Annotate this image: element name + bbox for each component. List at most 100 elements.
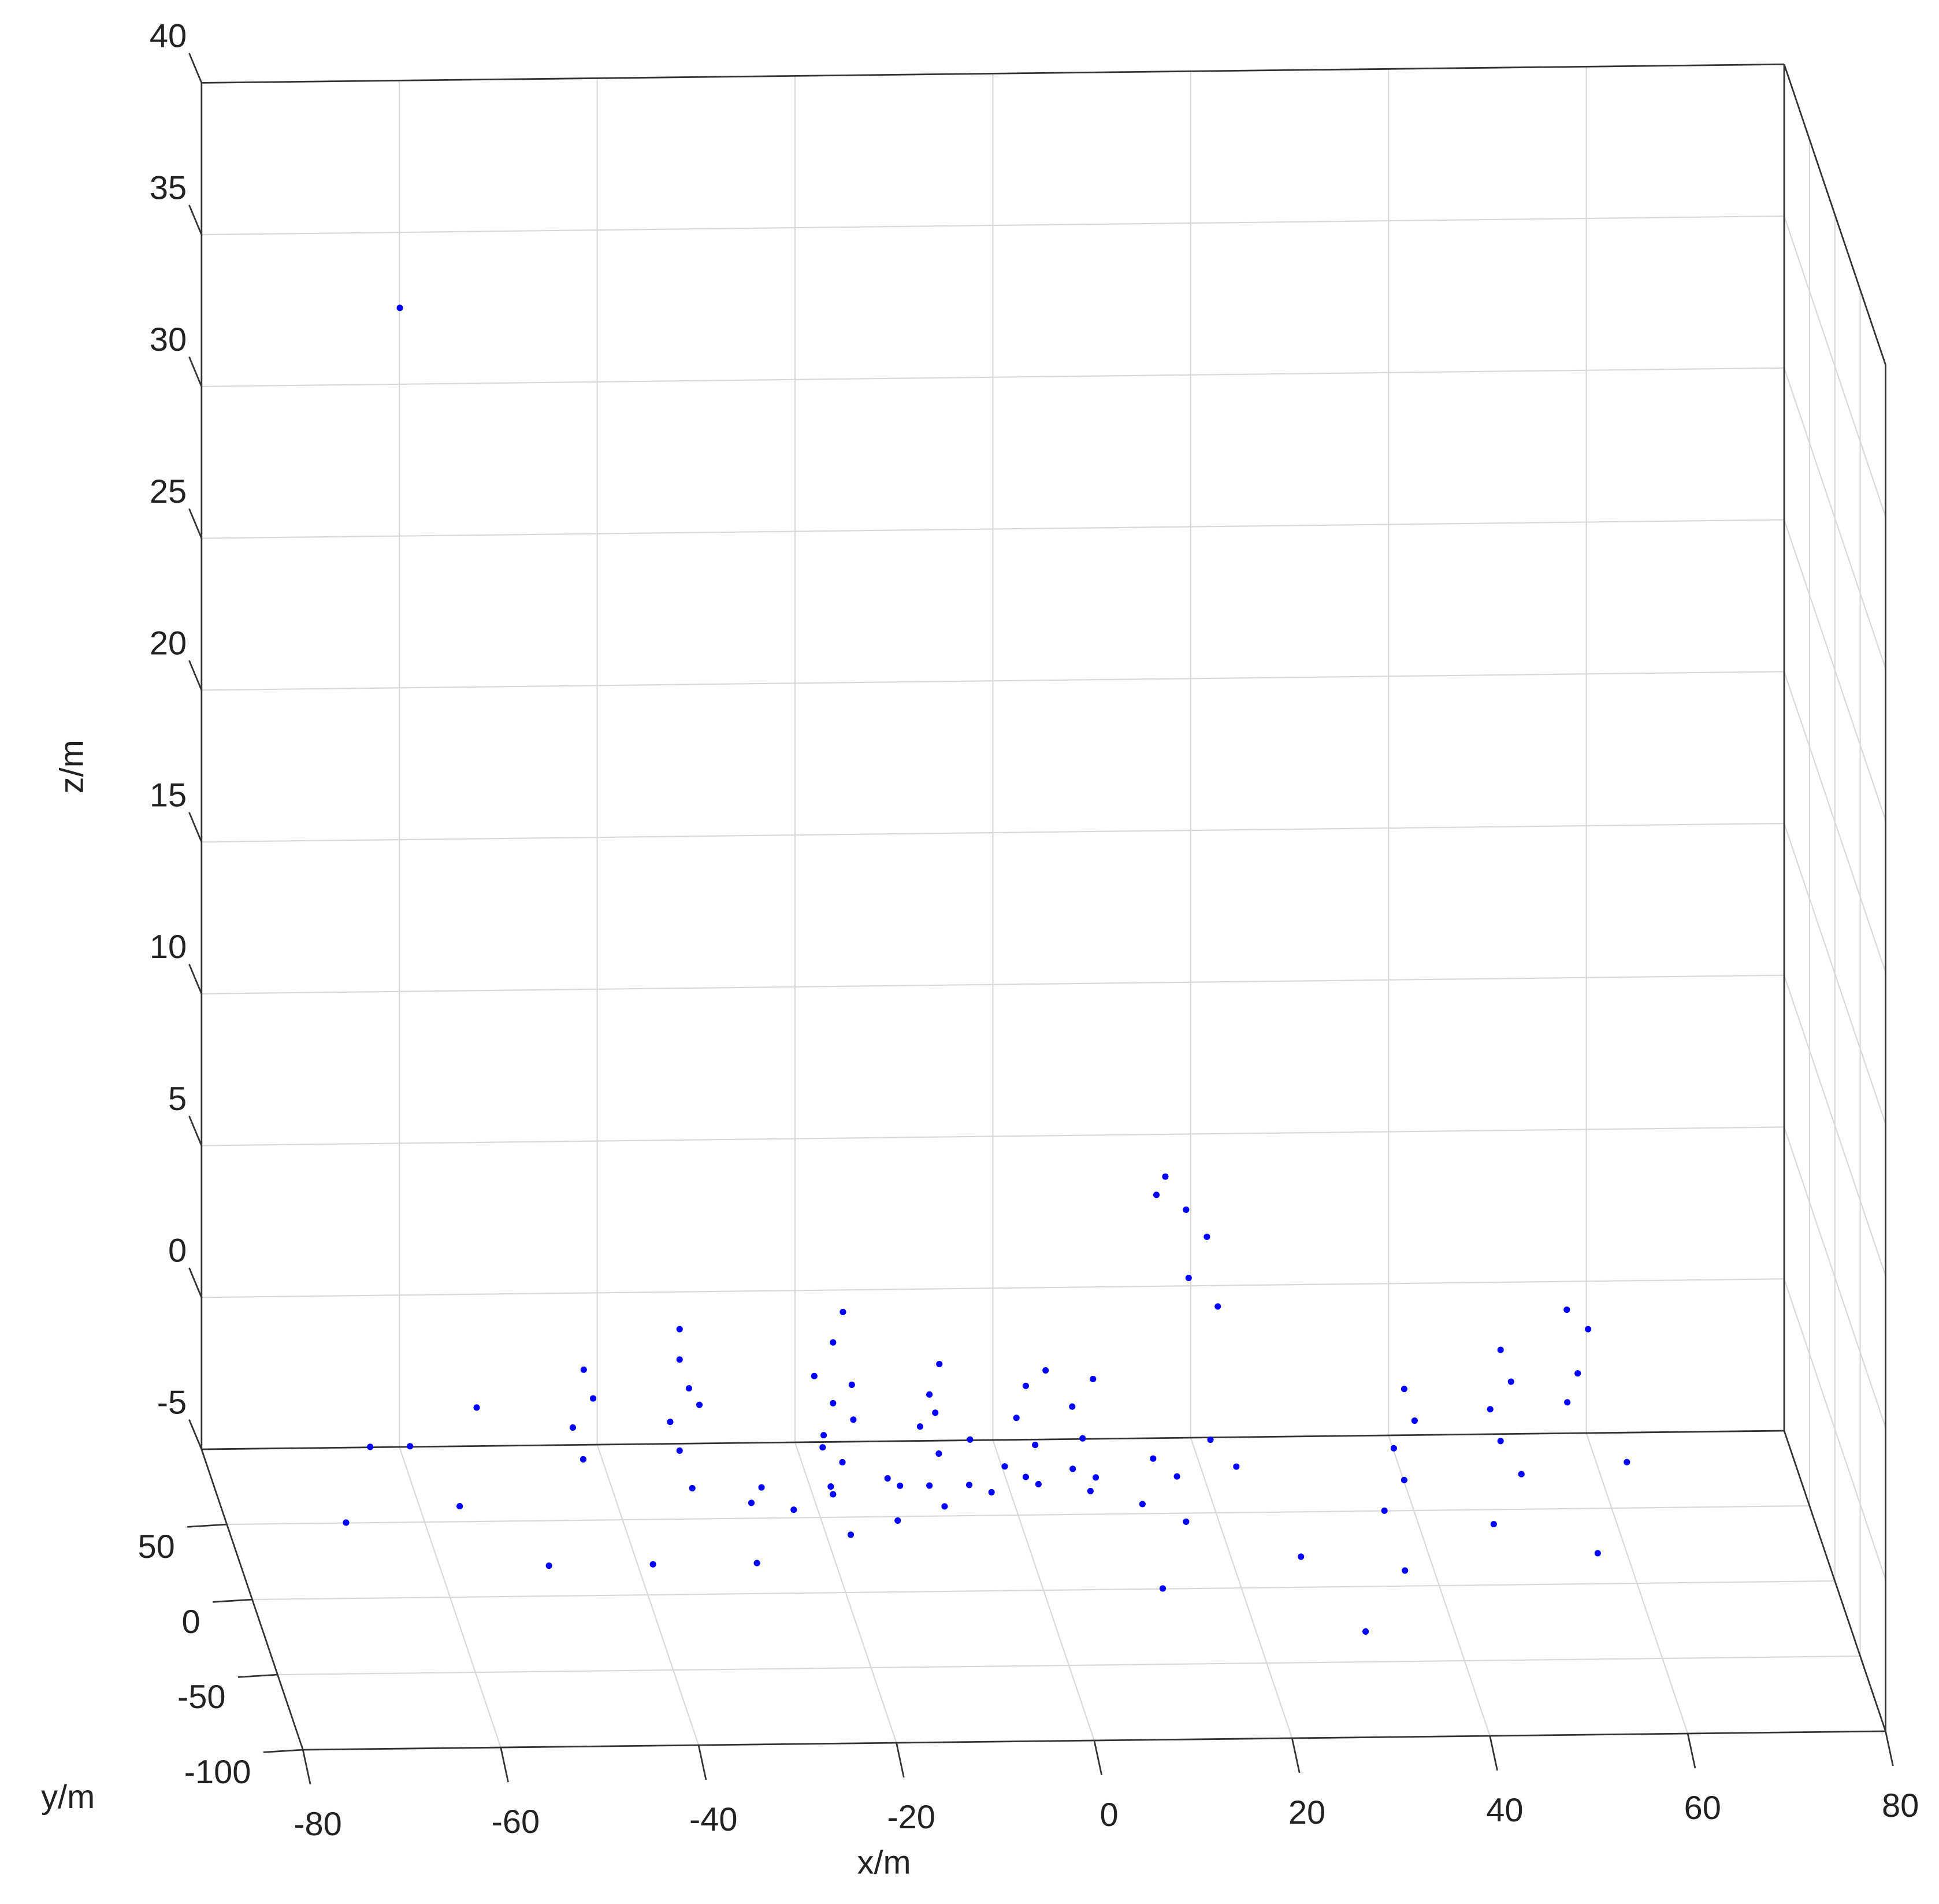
point [1183,1206,1190,1213]
plot-area: x/m y/m z/m -80 -60 -40 -20 0 20 40 60 80-100-50… [41,18,1919,1881]
point [1507,1378,1514,1385]
point [926,1482,933,1489]
grid-line [201,1126,1785,1146]
x-tick-label: 20 [1288,1794,1325,1831]
point [1173,1473,1180,1480]
point [1159,1585,1167,1592]
point [894,1517,901,1524]
x-tick [500,1747,509,1783]
axis-edge [201,1430,1785,1450]
point [1497,1346,1504,1353]
x-tick [697,1745,707,1780]
z-tick-label: 25 [150,473,187,510]
grid-line [201,671,1785,691]
y-tick [187,1523,227,1528]
z-tick [188,508,203,539]
point [1411,1417,1418,1424]
point [967,1436,974,1443]
point [649,1561,656,1568]
grid-line [201,1278,1785,1298]
point [689,1484,696,1491]
z-tick-label: 15 [150,777,187,814]
grid-line [1784,1278,1886,1580]
x-axis-label: x/m [857,1844,911,1881]
point [696,1401,703,1408]
point [1139,1501,1146,1508]
grid-line [1784,671,1886,973]
point [1150,1455,1157,1462]
y-tick-label: -50 [177,1679,226,1716]
z-tick-label: 35 [150,169,187,206]
point [988,1489,995,1495]
grid-line [1784,216,1886,517]
y-tick [263,1749,303,1753]
point [569,1424,577,1431]
point [926,1391,933,1398]
x-tick [1093,1740,1103,1776]
point [1032,1442,1039,1449]
point [1087,1487,1094,1494]
grid-line [201,822,1785,843]
axis-edge [1783,1430,1886,1732]
grid-line [201,367,1785,387]
point [1214,1303,1221,1310]
point [1090,1375,1097,1383]
point [1518,1471,1525,1478]
grid-line [1784,368,1886,669]
point [839,1459,846,1466]
point [1013,1415,1020,1421]
point [748,1500,755,1506]
point [1381,1507,1388,1514]
point [685,1385,693,1392]
point [941,1503,948,1510]
point [1497,1438,1504,1445]
point [545,1562,552,1569]
point [753,1560,760,1567]
z-tick-label: 5 [168,1081,187,1118]
point [1594,1550,1601,1557]
grid-line [201,215,1785,236]
z-tick-label: 20 [150,625,187,662]
point [1093,1474,1099,1481]
z-tick-label: 10 [150,929,187,966]
point [676,1447,683,1454]
axis-edge [1783,64,1886,365]
grid-line [1784,975,1886,1276]
point [1207,1436,1214,1443]
point [667,1419,674,1426]
z-tick [188,53,203,83]
x-tick [1291,1738,1301,1773]
x-tick [1885,1731,1894,1766]
point [840,1308,846,1316]
point [932,1409,939,1416]
point [1563,1306,1570,1313]
z-tick-label: 40 [150,18,187,55]
point [758,1484,765,1491]
point [1079,1435,1086,1442]
point [1001,1463,1008,1470]
z-tick-label: 30 [150,321,187,358]
point [1402,1567,1409,1574]
point [850,1416,857,1423]
point [1564,1399,1571,1406]
z-tick [188,812,203,842]
point [396,305,403,311]
point [456,1503,463,1510]
z-tick-label: -5 [157,1384,187,1421]
point [830,1491,837,1498]
point [820,1432,827,1439]
z-tick [188,660,203,691]
point [1401,1476,1407,1483]
point [343,1519,350,1526]
y-tick-label: 0 [182,1604,200,1641]
point [936,1360,943,1368]
grid-line [226,1505,1810,1526]
point [897,1482,904,1489]
point [676,1356,683,1363]
x-tick-label: -60 [492,1803,540,1840]
point [1185,1275,1192,1282]
z-tick [188,205,203,235]
x-tick-label: 0 [1100,1797,1119,1834]
point [830,1400,837,1406]
